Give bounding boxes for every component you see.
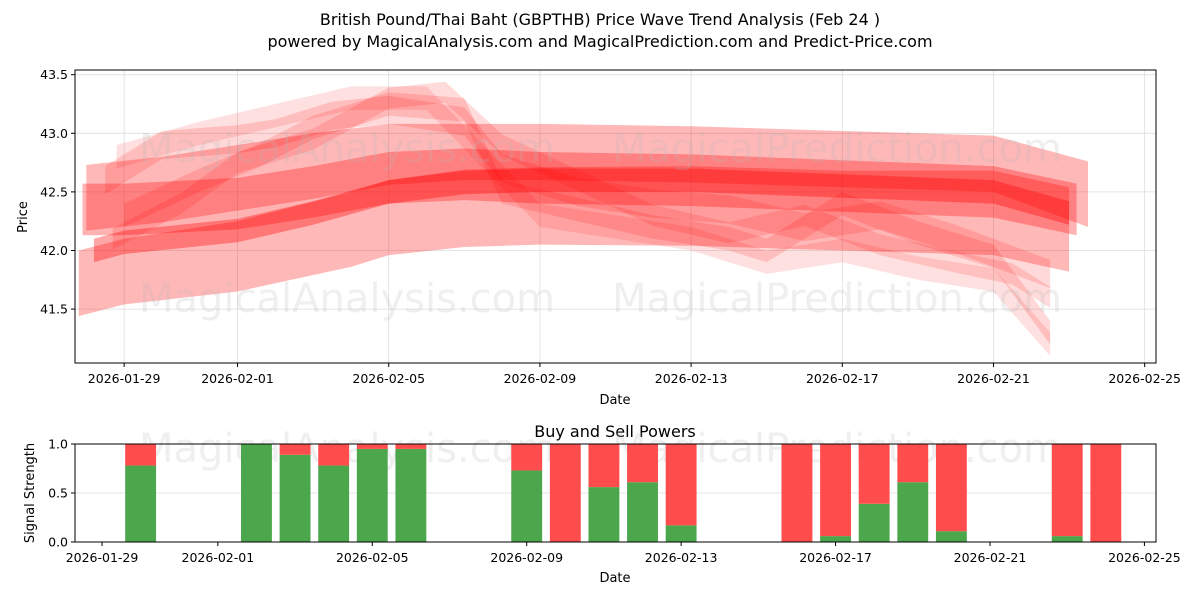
x-tick-label: 2026-02-01 bbox=[201, 371, 274, 386]
y-tick-label: 43.0 bbox=[40, 126, 68, 141]
x-tick-label: 2026-02-21 bbox=[957, 371, 1030, 386]
buy-bar bbox=[897, 482, 928, 542]
x-tick-label: 2026-02-25 bbox=[1108, 550, 1181, 565]
watermark-analysis-mid: MagicalAnalysis.com bbox=[139, 276, 555, 322]
sell-bar bbox=[666, 444, 697, 525]
y-tick-label: 41.5 bbox=[40, 302, 68, 317]
buy-bar bbox=[125, 466, 156, 542]
sell-bar bbox=[318, 444, 349, 466]
y-tick-label: 42.0 bbox=[40, 243, 68, 258]
sell-bar bbox=[820, 444, 851, 536]
price-chart: MagicalAnalysis.com MagicalPrediction.co… bbox=[16, 67, 1181, 408]
y-tick-label: 0.5 bbox=[48, 486, 68, 501]
buy-bar bbox=[666, 525, 697, 542]
buy-bar bbox=[511, 470, 542, 542]
watermark-analysis-top: MagicalAnalysis.com bbox=[139, 126, 555, 172]
sell-bar bbox=[511, 444, 542, 470]
x-tick-label: 2026-02-25 bbox=[1108, 371, 1181, 386]
buy-bar bbox=[1052, 536, 1083, 542]
sell-bar bbox=[1052, 444, 1083, 536]
buy-bar bbox=[395, 449, 426, 542]
x-tick-label: 2026-01-29 bbox=[66, 550, 139, 565]
x-tick-label: 2026-02-17 bbox=[799, 550, 872, 565]
buy-bar bbox=[318, 466, 349, 542]
sell-bar bbox=[936, 444, 967, 531]
sell-bar bbox=[588, 444, 619, 487]
x-tick-label: 2026-02-17 bbox=[806, 371, 879, 386]
x-tick-label: 2026-02-13 bbox=[645, 550, 718, 565]
y-tick-label: 0.0 bbox=[48, 535, 68, 550]
price-y-axis-label: Price bbox=[16, 201, 31, 233]
buy-bar bbox=[357, 449, 388, 542]
buy-bar bbox=[241, 444, 272, 542]
sell-bar bbox=[897, 444, 928, 482]
sell-bar bbox=[859, 444, 890, 504]
x-tick-label: 2026-02-05 bbox=[352, 371, 425, 386]
buy-bar bbox=[859, 504, 890, 542]
buy-bar bbox=[588, 487, 619, 542]
chart-canvas: MagicalAnalysis.com MagicalPrediction.co… bbox=[0, 0, 1200, 600]
y-tick-label: 1.0 bbox=[48, 437, 68, 452]
buy-bar bbox=[627, 482, 658, 542]
x-tick-label: 2026-02-21 bbox=[954, 550, 1027, 565]
sell-bar bbox=[395, 444, 426, 449]
y-tick-label: 42.5 bbox=[40, 184, 68, 199]
sell-bar bbox=[782, 444, 813, 542]
x-tick-label: 2026-02-13 bbox=[655, 371, 728, 386]
watermark-prediction-mid: MagicalPrediction.com bbox=[612, 276, 1062, 322]
buy-sell-chart: Buy and Sell Powers MagicalAnalysis.com … bbox=[23, 422, 1181, 586]
x-tick-label: 2026-02-01 bbox=[182, 550, 255, 565]
sell-bar bbox=[627, 444, 658, 482]
sell-bar bbox=[550, 444, 581, 542]
buy-bar bbox=[820, 536, 851, 542]
signal-y-axis-label: Signal Strength bbox=[23, 443, 38, 543]
y-tick-label: 43.5 bbox=[40, 67, 68, 82]
sell-bar bbox=[280, 444, 311, 455]
signal-x-axis-label: Date bbox=[599, 571, 630, 586]
buy-bar bbox=[936, 531, 967, 542]
buy-bar bbox=[280, 455, 311, 542]
watermark-prediction-top: MagicalPrediction.com bbox=[612, 126, 1062, 172]
sell-bar bbox=[125, 444, 156, 466]
x-tick-label: 2026-02-09 bbox=[490, 550, 563, 565]
sell-bar bbox=[357, 444, 388, 449]
x-tick-label: 2026-02-05 bbox=[336, 550, 409, 565]
sell-bar bbox=[1090, 444, 1121, 542]
price-x-axis-label: Date bbox=[599, 393, 630, 408]
x-tick-label: 2026-01-29 bbox=[88, 371, 161, 386]
x-tick-label: 2026-02-09 bbox=[504, 371, 577, 386]
